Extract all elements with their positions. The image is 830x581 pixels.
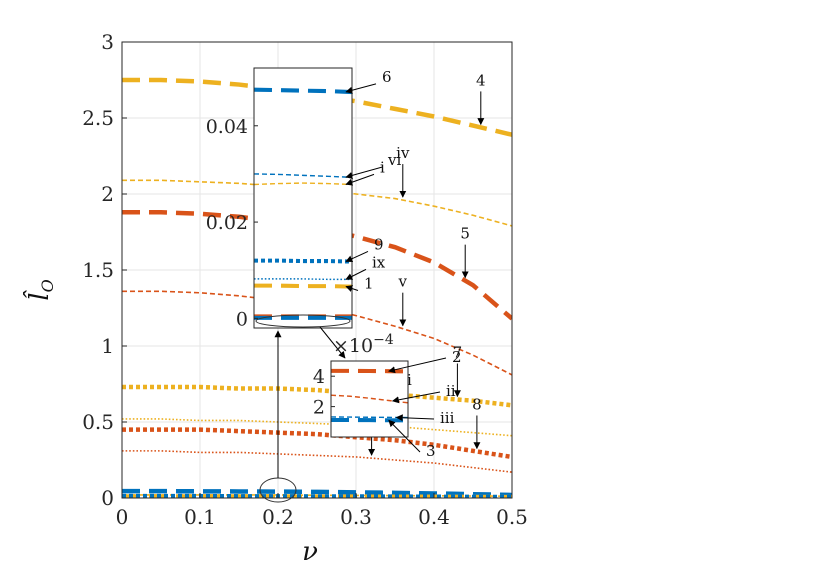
inset-main-annotations: 6 vii 9ix 1 [345, 68, 401, 293]
small-inset-annotation-arrow-2 [388, 357, 447, 374]
inset-zoom-ellipse [255, 314, 351, 328]
inset-series-line-i [254, 182, 352, 186]
y-tick-label: 1.5 [82, 258, 114, 282]
inset-small-exponent: ×10−4 [333, 332, 394, 357]
annotation-label-7: 7 [453, 344, 463, 362]
y-axis-title: l̂O [23, 279, 57, 300]
inset-small-frame [330, 360, 409, 438]
inset-annotation-label-6: 6 [382, 68, 392, 86]
y-axis-title-sub: O [38, 279, 57, 292]
inset-annotation-label-1: 1 [364, 275, 374, 293]
inset-small-exponent-base: ×10 [333, 335, 373, 357]
annotation-label-5: 5 [460, 225, 470, 243]
inset-series-line-6 [254, 87, 352, 95]
small-inset-annotation-label-ii: ii [446, 382, 456, 400]
inset-series-line-9 [254, 258, 352, 264]
small-inset-annotation-label-3: 3 [426, 442, 436, 460]
inset-zoom-connector [319, 326, 346, 359]
inset-main-background [254, 68, 352, 328]
small-inset-y-tick-label: 2 [313, 397, 325, 419]
inset-annotation-arrow-ix [345, 268, 367, 280]
y-tick-label: 0.5 [82, 410, 114, 434]
x-tick-label: 0.3 [340, 505, 372, 529]
inset-annotation-arrow-i [345, 173, 375, 186]
annotation-label-v: v [398, 273, 408, 291]
inset-small-ticks: 24 [313, 366, 335, 419]
y-axis-title-main: l̂ [23, 289, 55, 301]
small-inset-y-tick-label: 4 [313, 366, 325, 388]
main-ticks: 0 0.1 0.2 0.3 0.4 0.5 0 0.5 1 1.5 2 2.5 3 [82, 30, 528, 529]
inset-main-frame [253, 67, 353, 329]
inset-series-line-1 [254, 283, 352, 289]
small-inset-annotation-label-2: 2 [452, 348, 462, 366]
svg-text:l̂O: l̂O [23, 279, 57, 300]
inset-small-exponent-power: −4 [373, 332, 394, 348]
inset-annotation-label-ix: ix [372, 253, 386, 271]
annotation-label-iv: iv [396, 144, 410, 162]
inset-annotation-arrow-vi [345, 166, 383, 179]
inset-annotation-arrow-9 [345, 251, 369, 263]
y-tick-label: 2.5 [82, 106, 114, 130]
small-inset-series-line-iii [331, 416, 408, 419]
small-inset-annotation-label-iii: iii [440, 409, 455, 427]
inset-y-tick-label: 0.04 [206, 116, 248, 138]
x-axis-title: ν [302, 537, 318, 567]
series-line-7 [122, 384, 512, 408]
series-line-vii [122, 418, 512, 437]
small-inset-annotation-arrow-3 [388, 419, 421, 453]
small-inset-annotation-arrow-iii [395, 414, 435, 422]
inset-annotation-label-vi: vi [387, 151, 401, 169]
inset-y-tick-label: 0.02 [206, 212, 248, 234]
small-inset-annotation-arrow-ii [391, 391, 441, 404]
x-tick-label: 0.4 [418, 505, 450, 529]
y-tick-label: 1 [101, 334, 114, 358]
series-line-8 [122, 427, 512, 460]
x-tick-label: 0.2 [262, 505, 294, 529]
y-tick-label: 2 [101, 182, 114, 206]
x-tick-label: 0 [116, 505, 129, 529]
y-tick-label: 3 [101, 30, 114, 54]
y-tick-label: 0 [101, 486, 114, 510]
inset-annotation-arrow-1 [345, 285, 359, 292]
inset-annotation-label-9: 9 [374, 235, 384, 253]
inset-y-tick-label: 0 [236, 308, 248, 330]
inset-main-ticks: 0 0.02 0.04 [206, 116, 258, 330]
series-line-6 [122, 488, 512, 498]
series-line-9 [122, 493, 512, 498]
inset-annotation-label-i: i [380, 158, 385, 176]
annotation-label-8: 8 [472, 395, 482, 413]
annotation-label-4: 4 [476, 71, 486, 89]
x-tick-label: 0.1 [184, 505, 216, 529]
x-tick-label: 0.5 [496, 505, 528, 529]
series-line-viii [122, 450, 512, 473]
inset-series-line-vi [254, 173, 352, 179]
inset-annotation-arrow-6 [345, 83, 377, 94]
